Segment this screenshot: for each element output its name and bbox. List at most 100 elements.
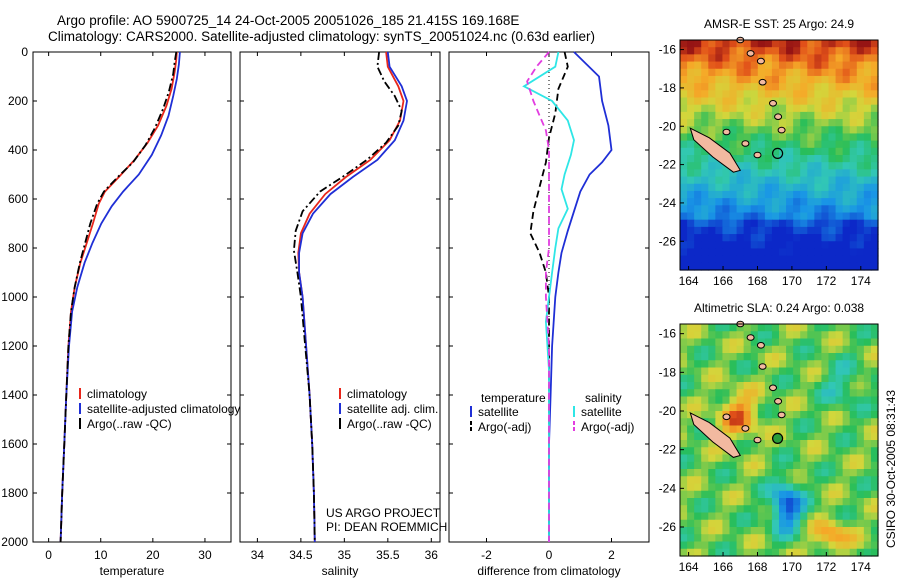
map-cell <box>786 255 794 264</box>
map-cell <box>842 476 851 485</box>
map-cell <box>694 205 702 214</box>
map-cell <box>715 548 724 557</box>
map-cell <box>800 140 808 149</box>
map-cell <box>701 169 709 178</box>
map-cell <box>814 367 823 376</box>
map-cell <box>856 169 865 178</box>
map-cell <box>687 190 695 199</box>
map-cell <box>743 219 752 228</box>
map-cell <box>736 360 745 369</box>
map-cell <box>680 119 688 127</box>
map-cell <box>856 40 865 48</box>
map-cell <box>786 176 794 185</box>
map-cell <box>750 83 759 91</box>
map-cell <box>757 425 766 434</box>
map-cell <box>821 447 830 456</box>
map-cell <box>708 534 716 543</box>
map-cell <box>771 68 780 77</box>
map-cell <box>750 454 759 463</box>
map-cell <box>708 389 716 398</box>
map-cell <box>856 440 865 448</box>
map-cell <box>680 248 688 257</box>
map-cell <box>729 40 738 48</box>
map-cell <box>821 432 830 441</box>
map-cell <box>793 541 801 550</box>
map-cell <box>771 454 780 463</box>
map-cell <box>863 140 872 149</box>
map-cell <box>856 234 865 242</box>
map-cell <box>863 255 872 264</box>
map-cell <box>779 498 787 506</box>
map-cell <box>842 75 851 84</box>
map-cell <box>793 498 801 506</box>
map-cell <box>793 534 801 543</box>
map-cell <box>828 331 837 340</box>
map-cell <box>821 83 830 91</box>
map-cell <box>680 447 688 456</box>
map-cell <box>715 527 724 535</box>
legend-label: satellite <box>581 405 622 419</box>
map-cell <box>779 190 787 199</box>
map-cell <box>828 447 837 456</box>
map-cell <box>708 461 716 470</box>
map-cell <box>828 461 837 470</box>
map-cell <box>870 226 879 235</box>
legend-label: Argo(-adj) <box>581 420 634 434</box>
map-cell <box>842 541 851 550</box>
map-cell <box>680 162 688 170</box>
map-cell <box>814 255 823 264</box>
map-cell <box>828 183 837 192</box>
map-cell <box>757 469 766 477</box>
map-cell <box>779 360 787 369</box>
map-cell <box>743 469 752 477</box>
map-cell <box>757 331 766 340</box>
map-cell <box>814 360 823 369</box>
map-cell <box>715 226 724 235</box>
map-cell <box>757 505 766 514</box>
map-cell <box>849 440 858 448</box>
map-cell <box>750 212 759 221</box>
map-cell <box>828 490 837 499</box>
map-cell <box>736 345 745 354</box>
map-cell <box>828 104 837 113</box>
map-cell <box>694 47 702 55</box>
map-cell <box>828 133 837 142</box>
map-cell <box>870 83 879 91</box>
map-cell <box>828 75 837 84</box>
map-cell <box>856 126 865 135</box>
map-cell <box>821 205 830 214</box>
map-cell <box>786 155 794 163</box>
map-cell <box>687 75 695 84</box>
map-cell <box>764 432 773 441</box>
y-tick-label: 1800 <box>1 486 28 500</box>
map-cell <box>814 447 823 456</box>
map-cell <box>835 382 844 390</box>
map-cell <box>800 169 808 178</box>
map-cell <box>701 212 709 221</box>
map-cell <box>779 447 787 456</box>
map-cell <box>800 432 808 441</box>
map-cell <box>701 338 709 347</box>
map-cell <box>701 119 709 127</box>
map-cell <box>757 262 766 271</box>
map-cell <box>807 140 815 149</box>
map-cell <box>863 47 872 55</box>
map-cell <box>701 519 709 528</box>
map-cell <box>793 155 801 163</box>
map-cell <box>828 248 837 257</box>
map-cell <box>814 111 823 120</box>
y-tick-label: -20 <box>659 119 677 133</box>
map-cell <box>828 367 837 376</box>
map-cell <box>807 212 815 221</box>
map-cell <box>870 512 879 521</box>
map-cell <box>849 425 858 434</box>
map-cell <box>729 226 738 235</box>
map-cell <box>722 119 731 127</box>
map-cell <box>786 331 794 340</box>
map-cell <box>793 454 801 463</box>
map-cell <box>793 248 801 257</box>
map-cell <box>842 469 851 477</box>
map-cell <box>856 104 865 113</box>
argo-float-marker <box>771 432 784 444</box>
map-cell <box>793 461 801 470</box>
